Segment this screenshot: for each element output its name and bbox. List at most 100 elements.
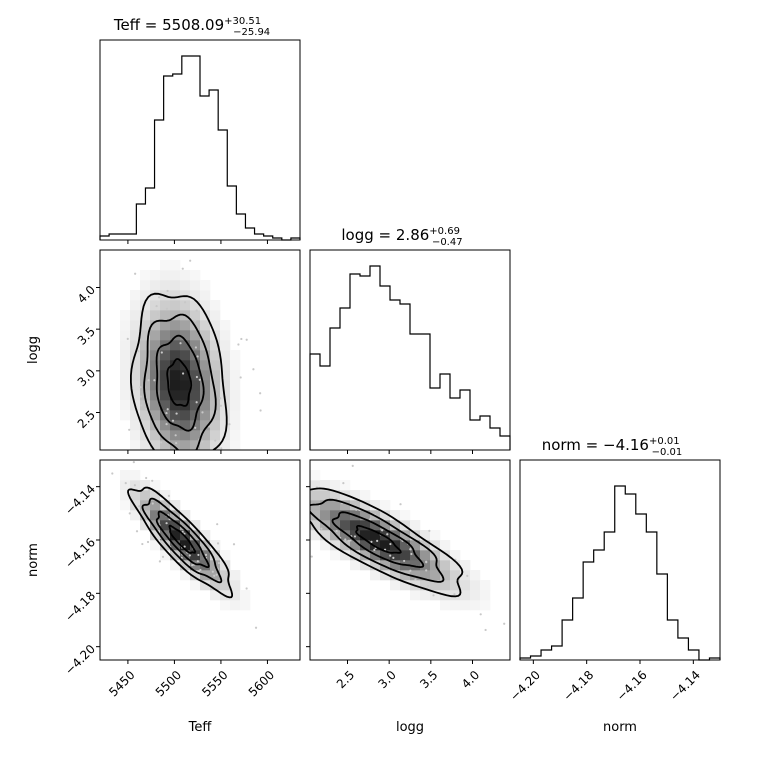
density-cell <box>200 350 211 361</box>
sample-point <box>254 626 258 629</box>
density-cell <box>170 500 181 511</box>
density-cell <box>130 300 141 311</box>
density-cell <box>120 320 131 331</box>
density-cell <box>230 410 241 421</box>
sample-point <box>245 338 248 341</box>
density-cell <box>200 280 211 291</box>
sample-point <box>344 538 347 541</box>
density-cell <box>160 370 171 381</box>
density-cell <box>180 320 191 331</box>
density-cell <box>370 520 381 531</box>
contour-level-3 <box>143 313 217 450</box>
sample-point <box>225 572 228 575</box>
density-cell <box>350 500 361 511</box>
sample-point <box>194 426 197 429</box>
density-cell <box>390 580 401 591</box>
title-value: norm = −4.16 <box>542 436 649 454</box>
sample-point <box>320 527 323 530</box>
sample-point <box>195 309 198 312</box>
x-axis-label-logg: logg <box>396 720 424 735</box>
sample-point <box>201 411 204 414</box>
sample-point <box>216 542 220 545</box>
density-cell <box>370 570 381 581</box>
sample-point <box>427 584 430 588</box>
contour-level-2 <box>331 511 425 568</box>
sample-point <box>147 379 150 382</box>
density-cell <box>190 270 201 281</box>
density-cell <box>140 280 151 291</box>
density-cell <box>320 480 331 491</box>
sample-point <box>347 539 350 543</box>
density-cell <box>180 440 191 450</box>
sample-point <box>369 518 372 521</box>
histogram-steps-teff <box>99 55 301 241</box>
density-cell <box>440 560 451 571</box>
sample-point <box>126 337 129 341</box>
density-cell <box>170 300 181 311</box>
sample-point <box>201 440 204 443</box>
density-cell <box>160 360 171 371</box>
density-cell <box>180 280 191 291</box>
density-cell <box>360 500 371 511</box>
density-cell <box>170 260 181 271</box>
density-cell <box>120 400 131 411</box>
density-cell <box>170 440 181 450</box>
density-cell <box>190 570 201 581</box>
density-cell <box>200 360 211 371</box>
sample-point <box>259 392 262 395</box>
density-cell <box>180 270 191 281</box>
density-cell <box>200 330 211 341</box>
sample-point <box>223 579 226 582</box>
sample-point <box>466 574 469 577</box>
density-cell <box>340 500 351 511</box>
density-cell <box>190 410 201 421</box>
density-cell <box>170 280 181 291</box>
density-cell <box>430 540 441 551</box>
density-cell <box>190 530 201 541</box>
density-cell <box>170 270 181 281</box>
histogram-frame-norm <box>519 459 721 661</box>
density-cell <box>190 580 201 591</box>
density-cell <box>340 520 351 531</box>
density-cell <box>170 410 181 421</box>
density-cell <box>420 540 431 551</box>
density-cell <box>130 440 141 450</box>
density-cell <box>170 360 181 371</box>
title-upper-error: +30.51 <box>224 16 261 27</box>
density-cell <box>190 360 201 371</box>
sample-point <box>135 530 139 533</box>
density-cell <box>430 590 441 601</box>
sample-point <box>217 561 221 565</box>
density-cell <box>430 530 441 541</box>
sample-point <box>259 409 262 412</box>
density-cell <box>210 590 221 601</box>
sample-point <box>175 412 178 415</box>
density-cell <box>150 370 161 381</box>
panel-frame <box>99 459 301 661</box>
sample-point <box>425 561 428 564</box>
density-cell <box>120 330 131 341</box>
density-cell <box>160 540 171 551</box>
sample-point <box>156 312 159 315</box>
sample-point <box>198 378 201 381</box>
density-cell <box>180 410 191 421</box>
density-cell <box>120 500 131 511</box>
density-cell <box>180 370 191 381</box>
density-cell <box>130 340 141 351</box>
panel-frame <box>99 249 301 451</box>
density-cell <box>140 360 151 371</box>
density-cell <box>150 320 161 331</box>
sample-point <box>213 574 216 577</box>
density-cell <box>170 560 181 571</box>
density-cell <box>190 400 201 411</box>
density-cell <box>200 430 211 441</box>
sample-point <box>349 539 352 542</box>
sample-point <box>165 423 168 426</box>
density-cell <box>220 370 231 381</box>
x-tick-label: 5600 <box>246 668 277 699</box>
density-cell <box>200 410 211 421</box>
title-value: logg = 2.86 <box>341 226 429 244</box>
density-cell <box>190 390 201 401</box>
density-cell <box>220 320 231 331</box>
density-cell <box>190 290 201 301</box>
